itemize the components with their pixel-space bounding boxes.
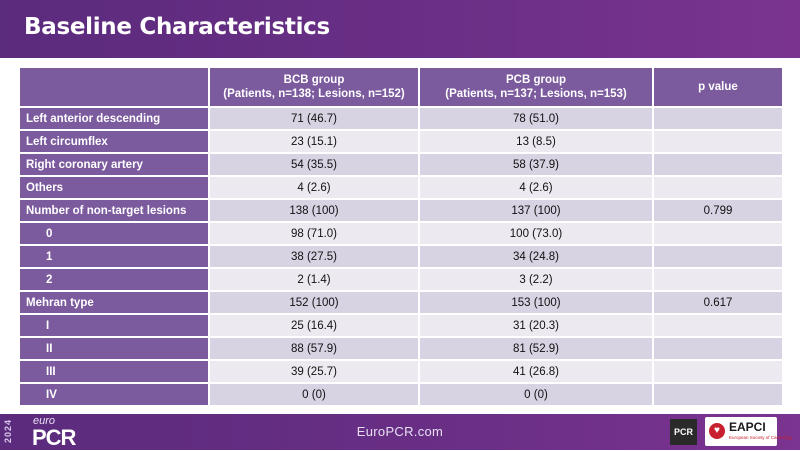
- website-link[interactable]: EuroPCR.com: [356, 424, 444, 439]
- table-body: Left anterior descending 71 (46.7) 78 (51.…: [20, 108, 782, 405]
- table-row: 0 98 (71.0) 100 (73.0): [20, 223, 782, 244]
- pcb-value: 0 (0): [420, 384, 652, 405]
- p-value: [654, 223, 782, 244]
- table-row: II 88 (57.9) 81 (52.9): [20, 338, 782, 359]
- row-label: Left circumflex: [20, 131, 208, 152]
- table-row: Others 4 (2.6) 4 (2.6): [20, 177, 782, 198]
- bcb-value: 71 (46.7): [210, 108, 418, 129]
- heart-icon: ♥: [709, 423, 725, 439]
- table-row: Number of non-target lesions 138 (100) 137…: [20, 200, 782, 221]
- pcb-value: 100 (73.0): [420, 223, 652, 244]
- table-row: IV 0 (0) 0 (0): [20, 384, 782, 405]
- bcb-value: 88 (57.9): [210, 338, 418, 359]
- row-label: 2: [20, 269, 208, 290]
- p-value: [654, 338, 782, 359]
- table-row: Right coronary artery 54 (35.5) 58 (37.9): [20, 154, 782, 175]
- baseline-table-container: BCB group (Patients, n=138; Lesions, n=1…: [18, 66, 782, 407]
- pcb-value: 78 (51.0): [420, 108, 652, 129]
- bcb-value: 152 (100): [210, 292, 418, 313]
- row-label: I: [20, 315, 208, 336]
- pcb-value: 153 (100): [420, 292, 652, 313]
- row-label: II: [20, 338, 208, 359]
- header-cell-bcb: BCB group (Patients, n=138; Lesions, n=1…: [210, 68, 418, 106]
- pvalue-header-title: p value: [698, 81, 738, 93]
- eapci-label: EAPCI: [729, 420, 766, 434]
- bcb-value: 2 (1.4): [210, 269, 418, 290]
- row-label: Others: [20, 177, 208, 198]
- pcb-value: 41 (26.8): [420, 361, 652, 382]
- row-label: 1: [20, 246, 208, 267]
- pcb-value: 13 (8.5): [420, 131, 652, 152]
- table-row: III 39 (25.7) 41 (26.8): [20, 361, 782, 382]
- row-label: Right coronary artery: [20, 154, 208, 175]
- bcb-header-subtitle: (Patients, n=138; Lesions, n=152): [223, 88, 405, 100]
- bcb-value: 25 (16.4): [210, 315, 418, 336]
- table-header-row: BCB group (Patients, n=138; Lesions, n=1…: [20, 68, 782, 106]
- table-row: Mehran type 152 (100) 153 (100) 0.617: [20, 292, 782, 313]
- pcb-value: 34 (24.8): [420, 246, 652, 267]
- baseline-table: BCB group (Patients, n=138; Lesions, n=1…: [18, 66, 784, 407]
- eapci-logo: ♥ EAPCI European Society of Cardiology: [705, 417, 792, 446]
- header-cell-label: [20, 68, 208, 106]
- eapci-subtitle: European Society of Cardiology: [729, 435, 793, 440]
- row-label: Number of non-target lesions: [20, 200, 208, 221]
- europcr-logo: PCR: [32, 425, 76, 450]
- p-value: 0.799: [654, 200, 782, 221]
- bcb-header-title: BCB group: [283, 74, 345, 86]
- p-value: [654, 384, 782, 405]
- slide-title: Baseline Characteristics: [24, 14, 330, 40]
- bcb-value: 39 (25.7): [210, 361, 418, 382]
- row-label: Left anterior descending: [20, 108, 208, 129]
- table-row: I 25 (16.4) 31 (20.3): [20, 315, 782, 336]
- p-value: [654, 361, 782, 382]
- table-row: Left anterior descending 71 (46.7) 78 (51.…: [20, 108, 782, 129]
- pcr-badge-logo: PCR: [670, 419, 697, 445]
- p-value: [654, 131, 782, 152]
- p-value: [654, 315, 782, 336]
- pcb-value: 3 (2.2): [420, 269, 652, 290]
- pcb-value: 31 (20.3): [420, 315, 652, 336]
- row-label: IV: [20, 384, 208, 405]
- bcb-value: 0 (0): [210, 384, 418, 405]
- pcb-value: 58 (37.9): [420, 154, 652, 175]
- bcb-value: 4 (2.6): [210, 177, 418, 198]
- bcb-value: 138 (100): [210, 200, 418, 221]
- bcb-value: 54 (35.5): [210, 154, 418, 175]
- slide-header: Baseline Characteristics: [0, 0, 800, 58]
- row-label: 0: [20, 223, 208, 244]
- header-cell-pvalue: p value: [654, 68, 782, 106]
- p-value: [654, 177, 782, 198]
- pcb-value: 81 (52.9): [420, 338, 652, 359]
- table-row: 1 38 (27.5) 34 (24.8): [20, 246, 782, 267]
- row-label: III: [20, 361, 208, 382]
- row-label: Mehran type: [20, 292, 208, 313]
- table-row: Left circumflex 23 (15.1) 13 (8.5): [20, 131, 782, 152]
- euro-logo-prefix: euro: [33, 415, 56, 427]
- slide-footer: 2024 euro PCR EuroPCR.com PCR ♥ EAPCI Eu…: [0, 414, 800, 450]
- header-cell-pcb: PCB group (Patients, n=137; Lesions, n=1…: [420, 68, 652, 106]
- pcb-header-subtitle: (Patients, n=137; Lesions, n=153): [445, 88, 627, 100]
- p-value: [654, 108, 782, 129]
- bcb-value: 38 (27.5): [210, 246, 418, 267]
- bcb-value: 98 (71.0): [210, 223, 418, 244]
- p-value: [654, 269, 782, 290]
- pcb-value: 137 (100): [420, 200, 652, 221]
- pcb-value: 4 (2.6): [420, 177, 652, 198]
- p-value: [654, 246, 782, 267]
- pcb-header-title: PCB group: [505, 74, 567, 86]
- p-value: [654, 154, 782, 175]
- p-value: 0.617: [654, 292, 782, 313]
- bcb-value: 23 (15.1): [210, 131, 418, 152]
